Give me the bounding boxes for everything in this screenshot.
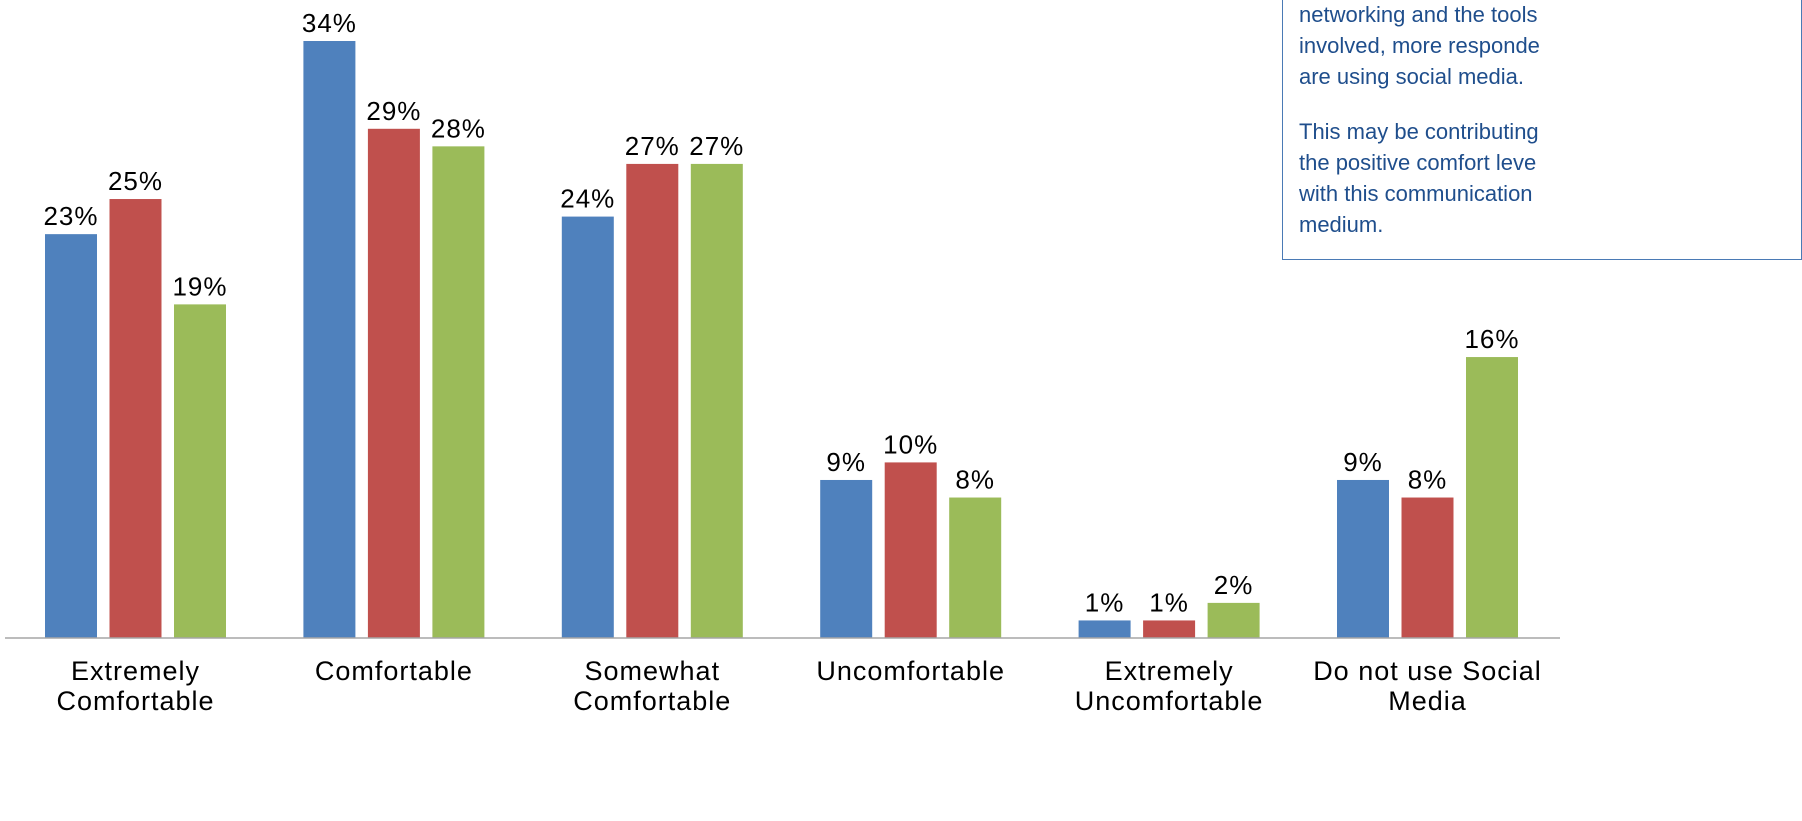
bar: [561, 216, 614, 638]
category-labels-layer: Extremely Comfortable Comfortable Somewhat C…: [56, 656, 1542, 716]
bar: [367, 128, 420, 638]
annotation-paragraph-2: This may be contributing the positive co…: [1299, 119, 1539, 237]
value-labels-layer: 23% 25% 19% 34% 29% 28% 24% 27% 27% 9% 10% 8% 1% 1% 2%…: [43, 8, 1519, 617]
data-label: 27%: [625, 131, 680, 161]
bar: [1078, 620, 1131, 638]
bar: [432, 146, 485, 638]
data-label: 27%: [689, 131, 744, 161]
data-label: 1%: [1149, 587, 1189, 617]
data-label: 24%: [560, 184, 615, 214]
data-label: 10%: [883, 429, 938, 459]
data-label: 19%: [172, 271, 227, 301]
data-label: 1%: [1085, 587, 1125, 617]
bar: [1401, 497, 1454, 638]
category-label: Comfortable: [315, 656, 473, 686]
bar: [690, 163, 743, 639]
data-label: 28%: [431, 113, 486, 143]
bar: [949, 497, 1002, 638]
category-label: Uncomfortable: [816, 656, 1005, 686]
data-label: 25%: [108, 166, 163, 196]
annotation-paragraph-1: networking and the tools involved, more …: [1299, 2, 1540, 89]
data-label: 9%: [1343, 447, 1383, 477]
category-label: Extremely Uncomfortable: [1075, 656, 1264, 716]
bars-layer: [45, 41, 1518, 639]
category-label: Somewhat Comfortable: [573, 656, 731, 716]
annotation-box: networking and the tools involved, more …: [1282, 0, 1802, 260]
bar: [626, 163, 679, 639]
bar: [45, 234, 97, 638]
data-label: 9%: [826, 447, 866, 477]
category-label: Extremely Comfortable: [56, 656, 214, 716]
bar: [884, 462, 937, 638]
data-label: 8%: [1408, 465, 1448, 495]
bar: [174, 304, 226, 638]
data-label: 34%: [302, 8, 357, 38]
bar: [303, 41, 356, 638]
bar: [1207, 602, 1260, 638]
data-label: 29%: [366, 96, 421, 126]
data-label: 2%: [1214, 570, 1254, 600]
data-label: 16%: [1464, 324, 1519, 354]
bar: [1466, 357, 1518, 638]
data-label: 23%: [43, 201, 98, 231]
category-label: Do not use Social Media: [1313, 656, 1542, 716]
bar: [820, 479, 873, 638]
bar: [1337, 479, 1389, 638]
bar: [109, 199, 162, 638]
data-label: 8%: [955, 465, 995, 495]
bar: [1143, 620, 1196, 638]
